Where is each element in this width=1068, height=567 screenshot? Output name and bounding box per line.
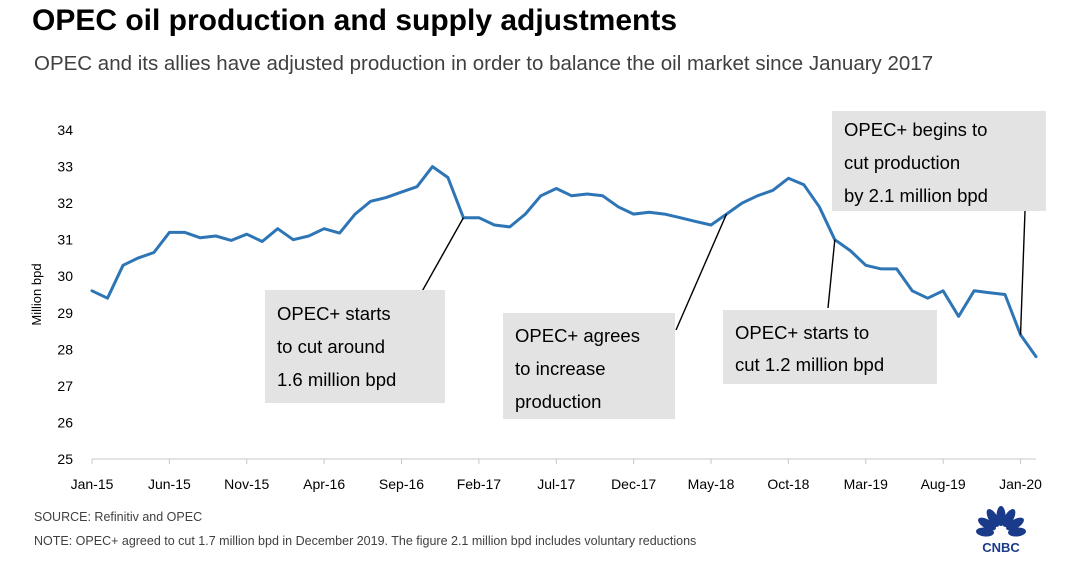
chart-title: OPEC oil production and supply adjustmen… bbox=[32, 4, 678, 37]
annotation-text: to cut around bbox=[277, 336, 385, 357]
annotation-text: to increase bbox=[515, 358, 606, 379]
y-tick-label: 28 bbox=[57, 341, 73, 357]
annotation-leader-line bbox=[419, 217, 465, 296]
source-note: SOURCE: Refinitiv and OPEC bbox=[34, 510, 203, 524]
plot-area bbox=[90, 165, 1038, 359]
annotation-text: OPEC+ starts to bbox=[735, 322, 869, 343]
annotation-leader-line bbox=[675, 213, 728, 331]
y-tick-label: 33 bbox=[57, 159, 73, 175]
annotation-leader-line bbox=[1019, 210, 1026, 335]
y-tick-label: 25 bbox=[57, 451, 73, 467]
x-tick-label: Aug-19 bbox=[921, 476, 966, 492]
annotation-text: OPEC+ starts bbox=[277, 303, 391, 324]
footnote: NOTE: OPEC+ agreed to cut 1.7 million bp… bbox=[34, 534, 697, 548]
annotation-box bbox=[723, 310, 937, 384]
x-tick-label: Oct-18 bbox=[767, 476, 809, 492]
x-tick-label: Dec-17 bbox=[611, 476, 656, 492]
annotation-box bbox=[503, 313, 675, 419]
x-tick-label: May-18 bbox=[688, 476, 735, 492]
y-tick-label: 31 bbox=[57, 232, 73, 248]
x-tick-label: Mar-19 bbox=[844, 476, 889, 492]
x-tick-label: Jan-15 bbox=[71, 476, 114, 492]
y-tick-label: 29 bbox=[57, 305, 73, 321]
y-tick-label: 27 bbox=[57, 378, 73, 394]
chart-axes: 25 26 27 28 29 30 31 32 33 34 Million bpd Jan-15 Jun… bbox=[29, 122, 1042, 492]
annotation-text: cut production bbox=[844, 152, 960, 173]
annotation-text: 1.6 million bpd bbox=[277, 369, 396, 390]
y-axis-label: Million bpd bbox=[29, 263, 44, 325]
y-tick-label: 30 bbox=[57, 268, 73, 284]
annotation-leader-line bbox=[827, 239, 836, 309]
y-tick-label: 26 bbox=[57, 414, 73, 430]
annotation-box bbox=[832, 111, 1046, 211]
x-tick-label: Apr-16 bbox=[303, 476, 345, 492]
x-tick-label: Jul-17 bbox=[537, 476, 575, 492]
x-tick-label: Jan-20 bbox=[999, 476, 1042, 492]
x-tick-label: Jun-15 bbox=[148, 476, 191, 492]
chart-subtitle: OPEC and its allies have adjusted produc… bbox=[34, 52, 934, 75]
annotation-text: OPEC+ agrees bbox=[515, 325, 640, 346]
y-tick-label: 32 bbox=[57, 195, 73, 211]
y-tick-label: 34 bbox=[57, 122, 73, 138]
x-tick-label: Sep-16 bbox=[379, 476, 424, 492]
series-line bbox=[90, 165, 1038, 359]
annotation-box bbox=[265, 290, 445, 403]
annotations: OPEC+ starts to cut around 1.6 million bpd… bbox=[265, 111, 1046, 419]
annotation-text: by 2.1 million bpd bbox=[844, 185, 988, 206]
cnbc-peacock-icon: CNBC bbox=[976, 506, 1026, 554]
logo-text: CNBC bbox=[982, 540, 1020, 554]
annotation-text: cut 1.2 million bpd bbox=[735, 354, 884, 375]
x-tick-label: Nov-15 bbox=[224, 476, 269, 492]
annotation-text: production bbox=[515, 391, 601, 412]
x-tick-label: Feb-17 bbox=[457, 476, 502, 492]
annotation-text: OPEC+ begins to bbox=[844, 119, 987, 140]
